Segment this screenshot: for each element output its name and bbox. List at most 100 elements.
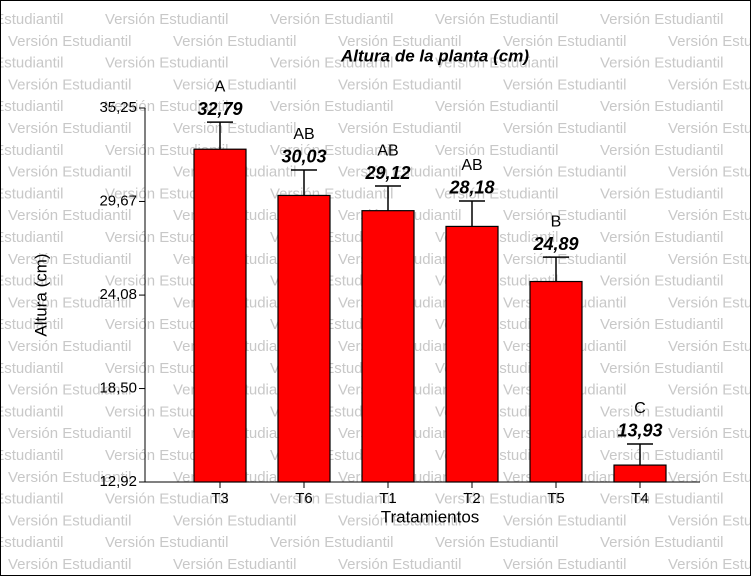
watermark: Versión Estudiantil [8,207,131,224]
bar [445,225,499,483]
watermark: Versión Estudiantil [668,207,751,224]
watermark: Versión Estudiantil [503,512,626,529]
bar [529,280,583,483]
x-tick-label: T6 [295,490,313,507]
watermark: Versión Estudiantil [600,273,723,290]
watermark: Versión Estudiantil [0,55,63,72]
watermark: Versión Estudiantil [338,164,461,181]
watermark: Versión Estudiantil [105,534,228,551]
watermark: Versión Estudiantil [600,98,723,115]
watermark: Versión Estudiantil [105,98,228,115]
watermark: Versión Estudiantil [8,382,131,399]
watermark: Versión Estudiantil [173,33,296,50]
watermark: Versión Estudiantil [8,164,131,181]
watermark: Versión Estudiantil [503,33,626,50]
watermark: Versión Estudiantil [338,76,461,93]
watermark: Versión Estudiantil [0,534,63,551]
x-tick-label: T4 [631,490,649,507]
watermark: Versión Estudiantil [503,556,626,573]
watermark: Versión Estudiantil [105,55,228,72]
watermark: Versión Estudiantil [0,185,63,202]
bar [613,464,667,483]
watermark: Versión Estudiantil [668,425,751,442]
watermark: Versión Estudiantil [338,120,461,137]
watermark: Versión Estudiantil [503,207,626,224]
watermark: Versión Estudiantil [173,76,296,93]
watermark: Versión Estudiantil [270,534,393,551]
value-label: 28,18 [448,178,494,198]
watermark: Versión Estudiantil [435,185,558,202]
watermark: Versión Estudiantil [270,98,393,115]
watermark: Versión Estudiantil [600,55,723,72]
value-label: 32,79 [197,99,242,119]
watermark: Versión Estudiantil [600,447,723,464]
watermark: Versión Estudiantil [0,447,63,464]
group-letter: AB [293,126,314,143]
y-tick-label: 35,25 [99,99,137,116]
watermark: Versión Estudiantil [600,229,723,246]
watermark: Versión Estudiantil [8,251,131,268]
watermark: Versión Estudiantil [173,556,296,573]
watermark: Versión Estudiantil [8,469,131,486]
watermark: Versión Estudiantil [0,491,63,508]
value-label: 30,03 [281,147,326,167]
watermark: Versión Estudiantil [8,33,131,50]
watermark: Versión Estudiantil [600,185,723,202]
watermark: Versión Estudiantil [0,273,63,290]
watermark: Versión Estudiantil [8,120,131,137]
watermark: Versión Estudiantil [600,360,723,377]
watermark: Versión Estudiantil [173,120,296,137]
y-axis-label: Altura (cm) [31,253,50,336]
bar [277,194,331,483]
y-tick-label: 18,50 [99,380,137,397]
watermark: Versión Estudiantil [338,512,461,529]
watermark: Versión Estudiantil [668,338,751,355]
watermark: Versión Estudiantil [668,164,751,181]
watermark: Versión Estudiantil [503,76,626,93]
watermark: Versión Estudiantil [668,33,751,50]
x-tick-label: T1 [379,490,397,507]
watermark: Versión Estudiantil [668,469,751,486]
watermark: Versión Estudiantil [600,316,723,333]
group-letter: A [215,78,226,95]
watermark: Versión Estudiantil [0,142,63,159]
group-letter: B [551,213,562,230]
x-axis-label: Tratamientos [381,507,480,526]
watermark: Versión Estudiantil [270,55,393,72]
watermark: Versión Estudiantil [600,491,723,508]
watermark: Versión Estudiantil [270,11,393,28]
watermark: Versión Estudiantil [503,120,626,137]
watermark: Versión Estudiantil [8,294,131,311]
value-label: 13,93 [617,421,662,441]
watermark: Versión Estudiantil [105,11,228,28]
watermark: Versión Estudiantil [8,425,131,442]
watermark: Versión Estudiantil [105,491,228,508]
watermark: Versión Estudiantil [600,403,723,420]
y-tick-label: 24,08 [99,286,137,303]
watermark: Versión Estudiantil [8,512,131,529]
watermark: Versión Estudiantil [8,338,131,355]
watermark: Versión Estudiantil [270,491,393,508]
x-tick-label: T3 [211,490,229,507]
bar [193,148,247,483]
watermark: Versión Estudiantil [173,512,296,529]
group-letter: AB [377,142,398,159]
watermark: Versión Estudiantil [435,98,558,115]
watermark: Versión Estudiantil [0,316,63,333]
watermark: Versión Estudiantil [435,55,558,72]
watermark: Versión Estudiantil [435,11,558,28]
watermark: Versión Estudiantil [8,76,131,93]
watermark: Versión Estudiantil [338,556,461,573]
watermark: Versión Estudiantil [600,11,723,28]
group-letter: C [634,400,646,417]
watermark: Versión Estudiantil [270,142,393,159]
value-label: 29,12 [364,163,410,183]
chart-title: Altura de la planta (cm) [340,46,529,65]
watermark: Versión Estudiantil [0,229,63,246]
watermark: Versión Estudiantil [0,360,63,377]
watermark: Versión Estudiantil [600,142,723,159]
watermark: Versión Estudiantil [0,403,63,420]
watermark: Versión Estudiantil [0,98,63,115]
y-tick-label: 29,67 [99,192,137,209]
watermark: Versión Estudiantil [435,534,558,551]
